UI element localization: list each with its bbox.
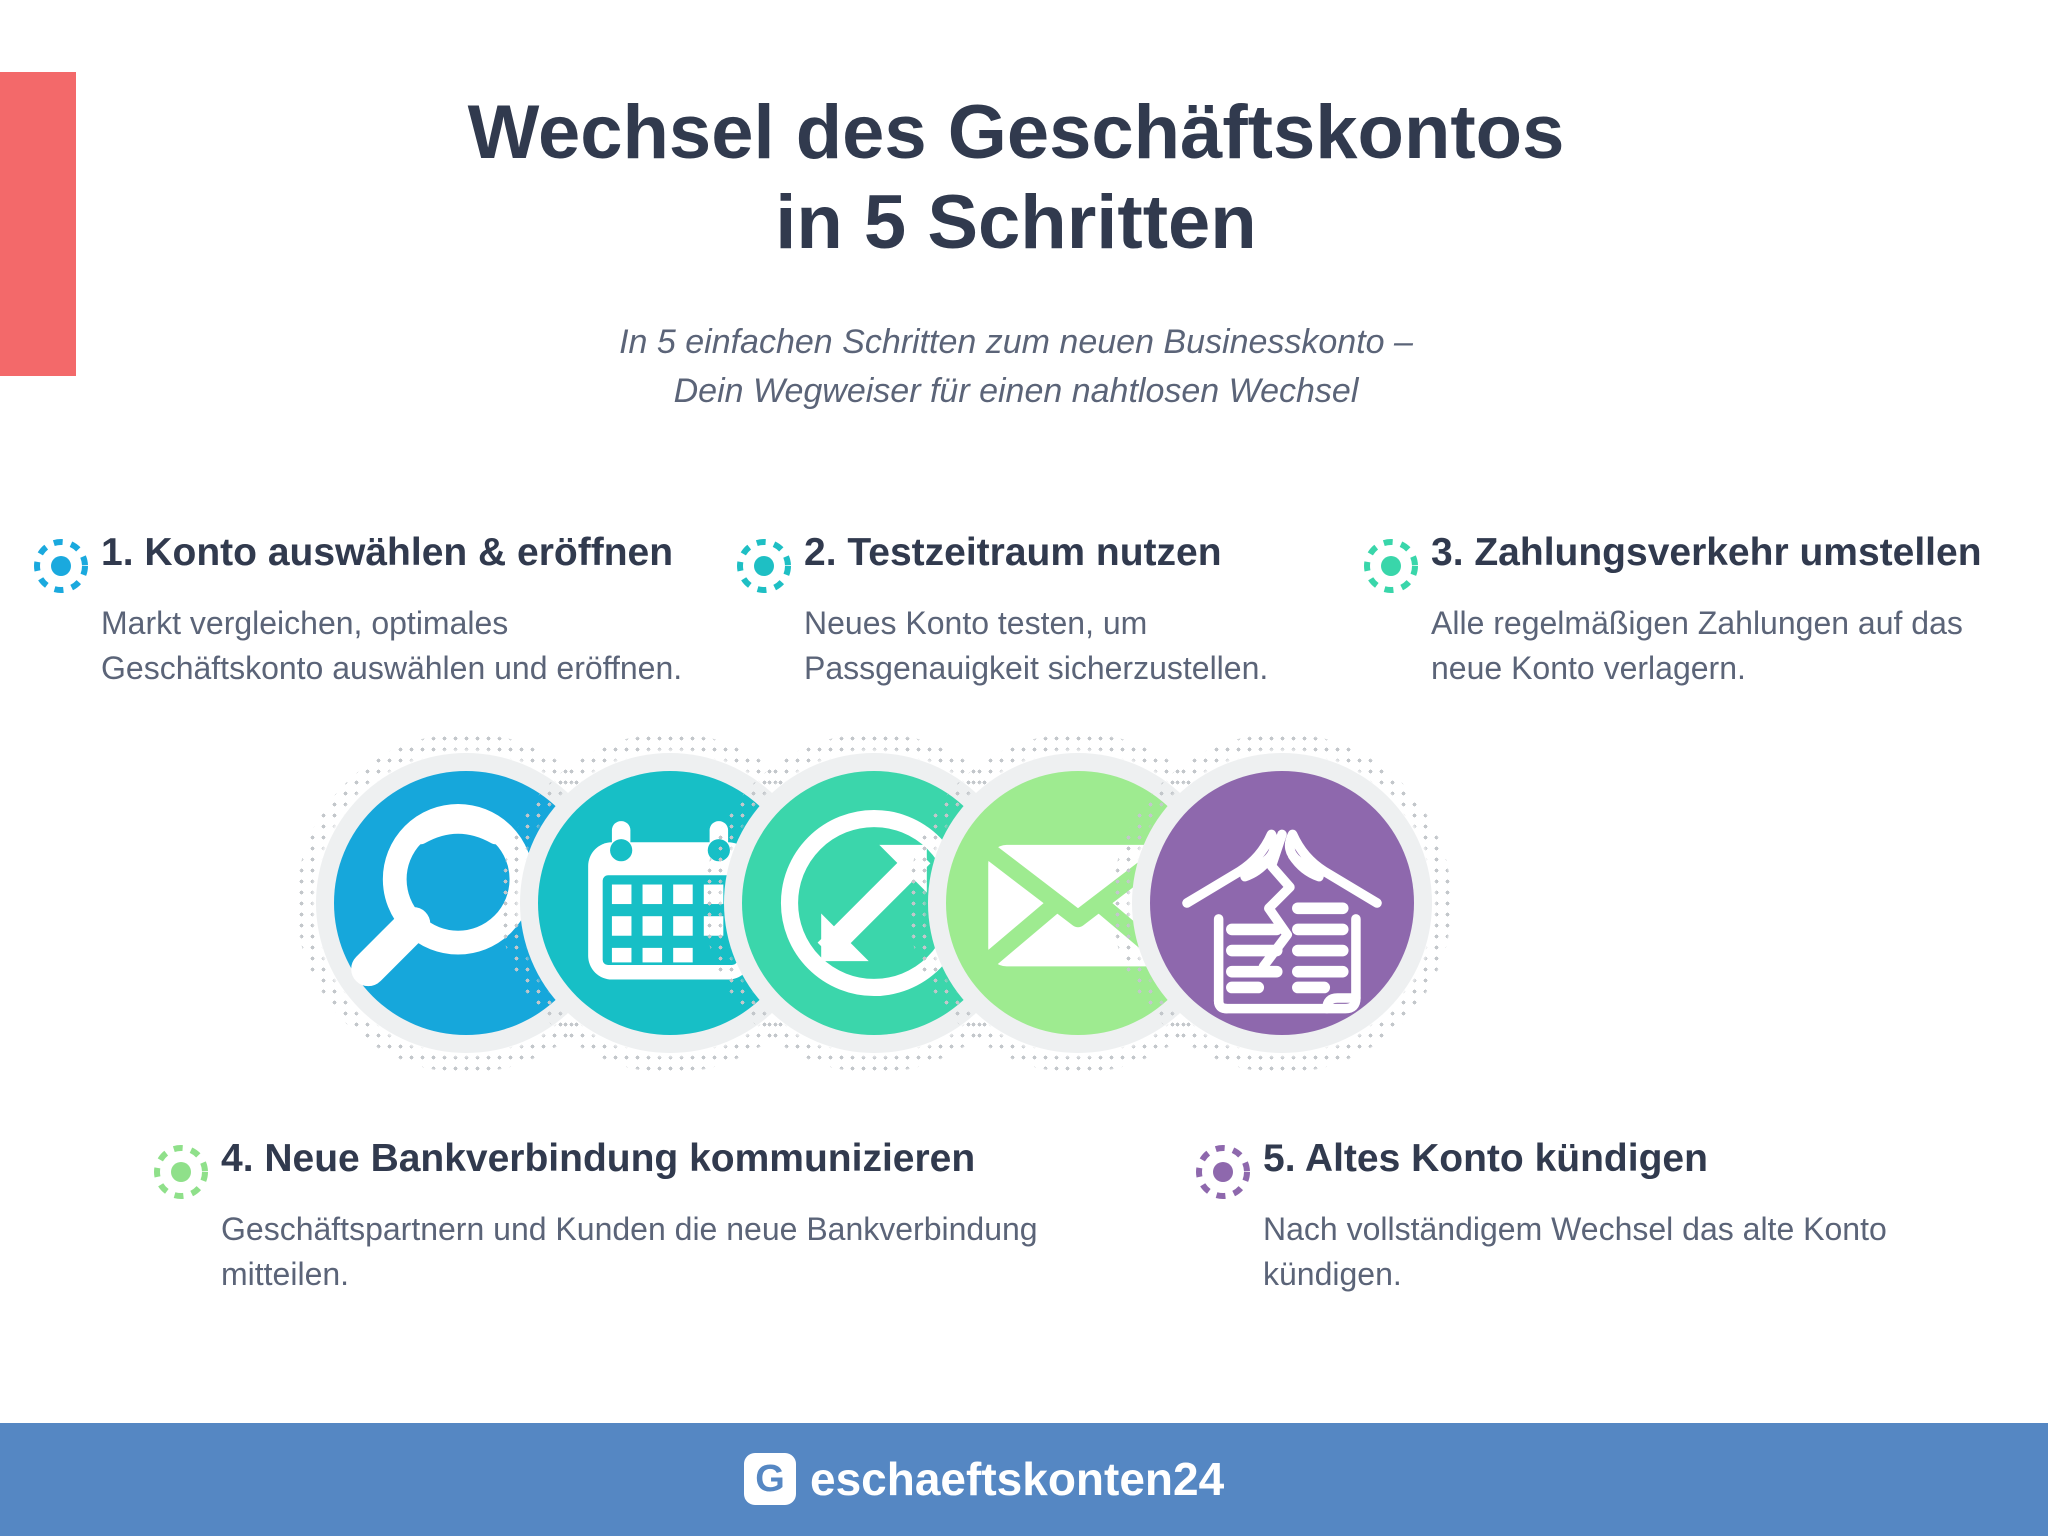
svg-text:G: G [755,1458,785,1500]
